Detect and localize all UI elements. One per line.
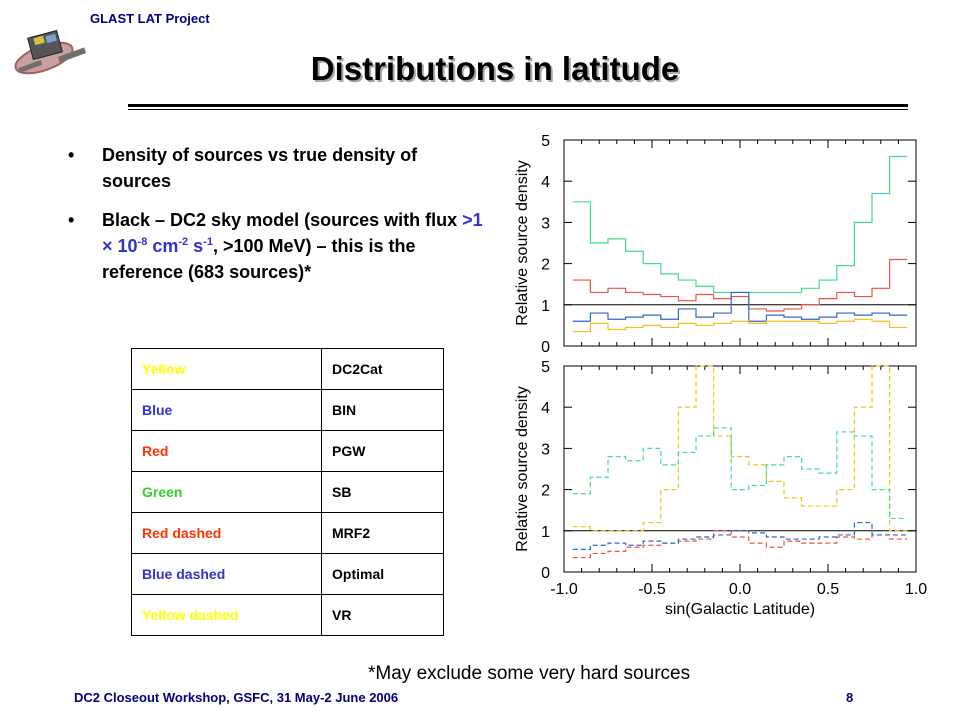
y-tick-label: 2: [541, 483, 550, 500]
flux-part: >1 × 10: [102, 210, 483, 256]
legend-catalog-name: SB: [321, 471, 444, 513]
x-tick-label: 0.0: [729, 581, 751, 598]
legend-catalog-name: VR: [321, 594, 444, 636]
legend-color-label: Yellow: [131, 348, 322, 390]
y-tick-label: 3: [541, 441, 550, 458]
legend-color-label: Red dashed: [131, 512, 322, 554]
footnote: *May exclude some very hard sources: [368, 663, 691, 684]
legend-row: Yellow DC2Cat: [131, 348, 444, 390]
flux-value: >1 × 10-8 cm-2 s-1: [102, 210, 483, 256]
legend-table: Yellow DC2Cat Blue BIN Red PGW Green SB Red dash…: [131, 348, 444, 636]
x-axis-label: sin(Galactic Latitude): [665, 601, 815, 618]
series-line: [572, 291, 908, 322]
legend-row: Red dashed MRF2: [131, 512, 444, 554]
legend-row: Green SB: [131, 471, 444, 513]
y-tick-label: 4: [541, 174, 550, 191]
y-axis-label: Relative source density: [514, 160, 531, 325]
flux-exponent: -8: [137, 236, 148, 248]
title-rule: [128, 104, 908, 107]
series-line: [572, 365, 908, 532]
x-tick-label: 0.5: [817, 581, 839, 598]
y-tick-label: 4: [541, 400, 550, 417]
legend-color-label: Red: [131, 430, 322, 472]
series-line: [572, 318, 908, 333]
project-name: GLAST LAT Project: [90, 11, 210, 26]
footer-event: DC2 Closeout Workshop, GSFC, 31 May-2 Ju…: [74, 690, 399, 705]
bullet-marker: •: [68, 145, 75, 165]
legend-color-label: Green: [131, 471, 322, 513]
slide-title: Distributions in latitude: [310, 50, 680, 87]
legend-catalog-name: PGW: [321, 430, 444, 472]
glast-satellite-logo: [8, 14, 98, 84]
page-number: 8: [846, 690, 854, 705]
legend-row: Blue BIN: [131, 389, 444, 431]
legend-color-label: Blue dashed: [131, 553, 322, 595]
series-line: [572, 521, 908, 550]
x-tick-label: 1.0: [905, 581, 927, 598]
legend-catalog-name: BIN: [321, 389, 444, 431]
legend-color-label: Yellow dashed: [131, 594, 322, 636]
flux-part: cm: [147, 236, 179, 256]
y-tick-label: 1: [541, 298, 550, 315]
bullet-marker: •: [68, 210, 75, 230]
y-tick-label: 0: [541, 565, 550, 582]
series-line: [572, 258, 908, 312]
y-tick-label: 5: [541, 359, 550, 376]
legend-color-label: Blue: [131, 389, 322, 431]
flux-exponent: -2: [178, 236, 189, 248]
legend-catalog-name: MRF2: [321, 512, 444, 554]
bullet-text: Black – DC2 sky model (sources with flux…: [102, 207, 487, 285]
series-line: [572, 530, 908, 559]
legend-row: Blue dashed Optimal: [131, 553, 444, 595]
latitude-chart: 0 1 2 3 4 5 Relative source density 0 1 2 3 4 5 Relat…: [514, 133, 927, 618]
y-tick-label: 2: [541, 257, 550, 274]
y-tick-label: 5: [541, 133, 550, 150]
legend-catalog-name: DC2Cat: [321, 348, 444, 390]
plot-frame: [563, 365, 917, 573]
flux-part: s: [188, 236, 204, 256]
bullet-text-post: , >100 MeV) – this is the reference (683…: [102, 236, 416, 282]
y-tick-label: 0: [541, 339, 550, 356]
y-tick-label: 1: [541, 524, 550, 541]
y-axis-label: Relative source density: [514, 386, 531, 551]
series-line: [572, 427, 908, 520]
title-rule-thin: [128, 109, 908, 110]
flux-exponent: -1: [203, 236, 213, 248]
legend-catalog-name: Optimal: [321, 553, 444, 595]
bullet-text: Density of sources vs true density of so…: [102, 145, 418, 191]
x-tick-label: -0.5: [638, 581, 666, 598]
bullet-text-pre: Black – DC2 sky model (sources with flux: [102, 210, 463, 230]
x-tick-label: -1.0: [550, 581, 578, 598]
legend-row: Red PGW: [131, 430, 444, 472]
series-line: [572, 155, 908, 294]
y-tick-label: 3: [541, 215, 550, 232]
legend-row: Yellow dashed VR: [131, 594, 444, 636]
